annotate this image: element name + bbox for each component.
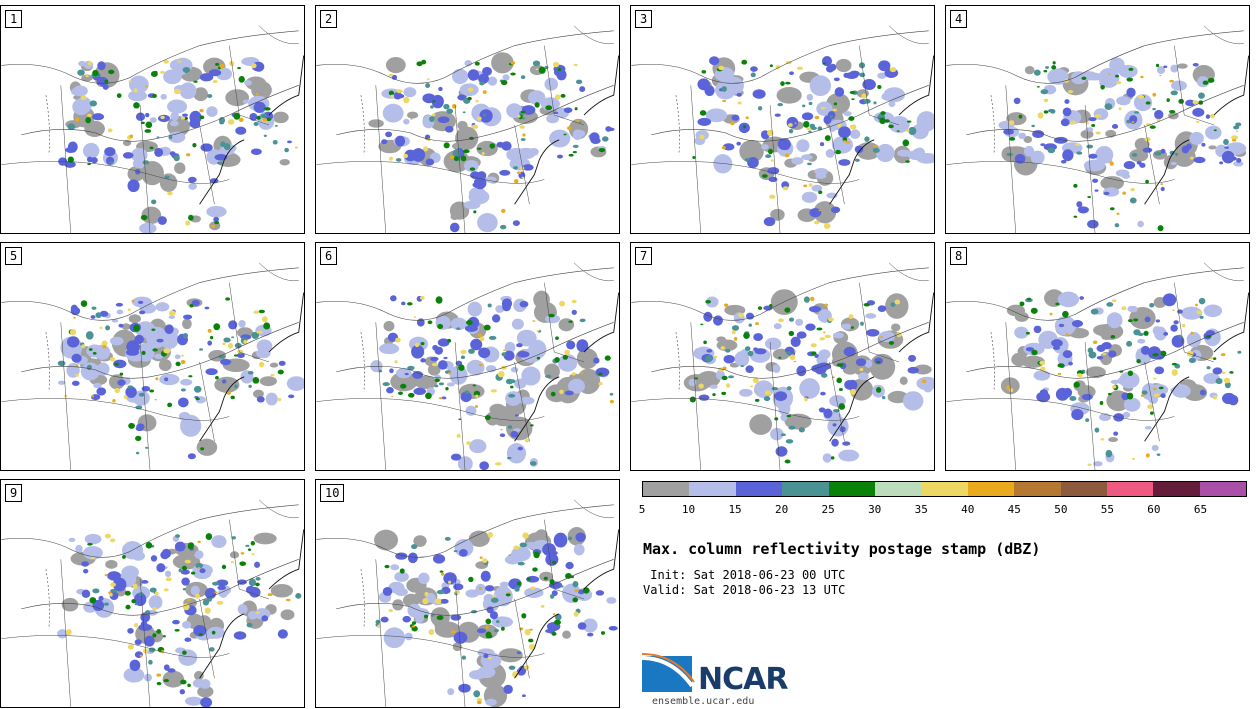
- ensemble-member-panel: 2: [315, 5, 620, 234]
- logo-url: ensemble.ucar.edu: [652, 696, 755, 707]
- reflectivity-map: [631, 262, 934, 470]
- colorbar-tick-label: 40: [961, 503, 975, 516]
- member-number-label: 6: [320, 247, 338, 265]
- member-number-label: 4: [950, 10, 968, 28]
- ensemble-member-panel: 10: [315, 479, 620, 708]
- colorbar-segment: [1106, 482, 1154, 496]
- figure-title: Max. column reflectivity postage stamp (…: [643, 540, 1041, 558]
- colorbar-segment: [782, 482, 829, 496]
- member-number-label: 3: [635, 10, 653, 28]
- colorbar-tick-label: 15: [728, 503, 742, 516]
- colorbar-segment: [828, 482, 875, 496]
- colorbar-tick-label: 10: [681, 503, 696, 516]
- ensemble-member-panel: 8: [945, 242, 1250, 471]
- colorbar-segment: [1060, 482, 1107, 496]
- ncar-logo-icon: [642, 653, 695, 692]
- reflectivity-colorbar: [642, 481, 1247, 497]
- init-time: Init: Sat 2018-06-23 00 UTC: [643, 568, 846, 582]
- colorbar-segment: [1199, 482, 1247, 496]
- colorbar-segment: [1014, 482, 1061, 496]
- colorbar-tick-label: 20: [774, 503, 789, 516]
- reflectivity-map: [946, 262, 1249, 470]
- colorbar-segment: [1153, 482, 1200, 496]
- colorbar-tick-label: 60: [1147, 503, 1161, 516]
- reflectivity-map: [946, 25, 1249, 233]
- member-number-label: 5: [5, 247, 23, 265]
- colorbar-segment: [967, 482, 1015, 496]
- reflectivity-map: [316, 25, 619, 233]
- reflectivity-map: [316, 262, 619, 470]
- reflectivity-map: [316, 499, 619, 707]
- ensemble-member-panel: 3: [630, 5, 935, 234]
- logo-wordmark: NCAR: [698, 662, 788, 697]
- colorbar-tick-label: 55: [1100, 503, 1114, 516]
- member-number-label: 8: [950, 247, 968, 265]
- ensemble-member-panel: 4: [945, 5, 1250, 234]
- colorbar-tick-label: 65: [1193, 503, 1208, 516]
- colorbar-tick-label: 30: [868, 503, 882, 516]
- colorbar-segment: [643, 482, 690, 496]
- ensemble-member-panel: 1: [0, 5, 305, 234]
- reflectivity-map: [1, 499, 304, 707]
- colorbar-tick-label: 35: [914, 503, 928, 516]
- reflectivity-map: [1, 262, 304, 470]
- member-number-label: 1: [5, 10, 23, 28]
- reflectivity-map: [631, 25, 934, 233]
- member-number-label: 10: [320, 484, 345, 502]
- ensemble-member-panel: 7: [630, 242, 935, 471]
- colorbar-tick-label: 45: [1007, 503, 1021, 516]
- ensemble-member-panel: 5: [0, 242, 305, 471]
- ensemble-member-panel: 6: [315, 242, 620, 471]
- colorbar-segment: [689, 482, 736, 496]
- member-number-label: 7: [635, 247, 653, 265]
- member-number-label: 9: [5, 484, 23, 502]
- ensemble-member-panel: 9: [0, 479, 305, 708]
- colorbar-tick-label: 25: [821, 503, 835, 516]
- colorbar-segment: [874, 482, 922, 496]
- reflectivity-map: [1, 25, 304, 233]
- colorbar-segment: [921, 482, 968, 496]
- member-number-label: 2: [320, 10, 338, 28]
- colorbar-tick-label: 5: [638, 503, 646, 516]
- colorbar-segment: [735, 482, 783, 496]
- colorbar-tick-label: 50: [1054, 503, 1068, 516]
- valid-time: Valid: Sat 2018-06-23 13 UTC: [643, 583, 846, 597]
